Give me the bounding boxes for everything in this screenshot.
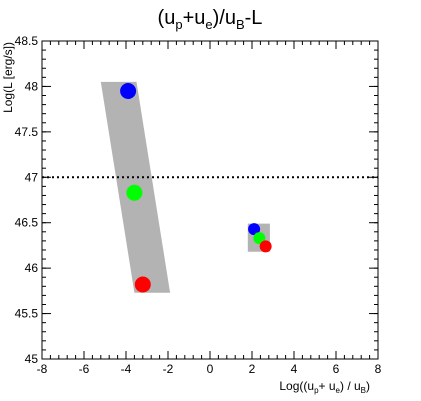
data-point-2-1 [259, 240, 272, 253]
y-tick-label: 45 [25, 352, 39, 366]
y-tick-label: 45.5 [15, 307, 39, 321]
bands [100, 81, 270, 293]
x-tick-label: 6 [333, 362, 340, 376]
x-axis-ticks: -8 -6 -4 -2 0 2 4 6 8 [37, 41, 382, 376]
x-tick-label: -2 [163, 362, 174, 376]
x-tick-label: 8 [375, 362, 382, 376]
x-axis-label: Log((up+ ue) / uB) [279, 379, 370, 395]
x-tick-label: -6 [79, 362, 90, 376]
x-tick-label: 0 [207, 362, 214, 376]
chart-title: (up+ue)/uB-L [158, 7, 263, 32]
y-axis-ticks: 45 45.5 46 46.5 47 47.5 48 48.5 [15, 34, 378, 366]
y-tick-label: 47.5 [15, 125, 39, 139]
y-axis-label: Log(L [erg/s]) [1, 42, 15, 113]
points [120, 82, 272, 293]
x-tick-label: -8 [37, 362, 48, 376]
y-tick-label: 46 [25, 261, 39, 275]
y-tick-label: 48 [25, 79, 39, 93]
data-point-0-0 [120, 82, 137, 99]
plot-frame [41, 40, 379, 360]
data-point-1-0 [126, 184, 143, 201]
data-point-1-1 [253, 232, 266, 245]
y-tick-label: 47 [25, 170, 39, 184]
x-tick-label: 4 [291, 362, 298, 376]
y-tick-label: 46.5 [15, 216, 39, 230]
y-tick-label: 48.5 [15, 34, 39, 48]
x-tick-label: 2 [249, 362, 256, 376]
data-point-0-1 [248, 223, 261, 236]
x-tick-label: -4 [121, 362, 132, 376]
data-point-2-0 [134, 276, 151, 293]
